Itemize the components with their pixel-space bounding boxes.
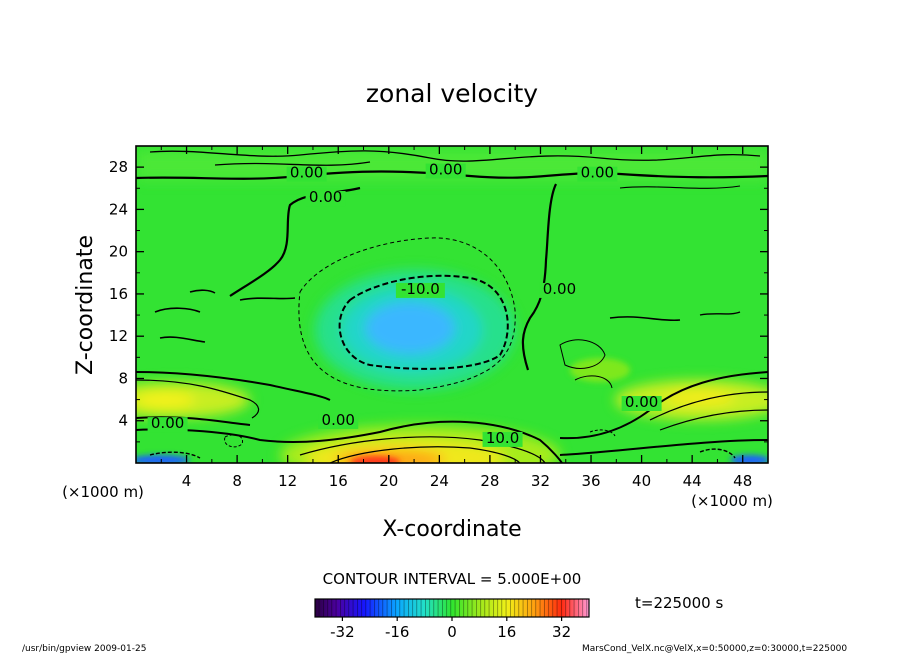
plot-frame — [135, 145, 769, 464]
contour-label: 0.00 — [625, 393, 658, 411]
contour-interval-label: CONTOUR INTERVAL = 5.000E+00 — [323, 570, 582, 588]
time-annotation: t=225000 s — [635, 594, 723, 612]
contour-label-bg — [395, 282, 445, 298]
y-tick-label: 12 — [109, 327, 128, 345]
contour-label-bg — [539, 282, 580, 298]
x-tick-label: 12 — [278, 472, 297, 490]
x-tick-label: 24 — [430, 472, 449, 490]
x-tick-label: 44 — [683, 472, 702, 490]
contour-label: 0.00 — [290, 164, 323, 182]
colorbar-ticks: -32 -16 0 16 32 — [330, 617, 571, 641]
contour-label: 0.00 — [309, 188, 342, 206]
contour-label-bg — [577, 166, 618, 182]
contour-label: 0.00 — [581, 164, 614, 182]
colorbar-tick-label: -16 — [385, 623, 410, 641]
colorbar-tick-label: -32 — [330, 623, 355, 641]
footer-left: /usr/bin/gpview 2009-01-25 — [22, 644, 146, 654]
x-tick-label: 16 — [329, 472, 348, 490]
colorbar-tick-label: 32 — [552, 623, 571, 641]
chart-title: zonal velocity — [366, 79, 538, 108]
contour-label-bg — [305, 191, 346, 207]
colorbar-tick-label: 0 — [447, 623, 457, 641]
contour-label-bg — [147, 417, 188, 433]
x-tick-label: 20 — [379, 472, 398, 490]
contour-label: -10.0 — [401, 280, 440, 298]
y-tick-label: 8 — [118, 369, 128, 387]
y-axis-label: Z-coordinate — [73, 235, 98, 375]
x-tick-label: 36 — [581, 472, 600, 490]
contour-label: 0.00 — [151, 414, 184, 432]
x-tick-label: 28 — [480, 472, 499, 490]
y-tick-label: 16 — [109, 285, 128, 303]
z-unit-label: (×1000 m) — [62, 483, 144, 501]
x-tick-label: 8 — [232, 472, 242, 490]
x-unit-label: (×1000 m) — [691, 492, 773, 510]
contour-label: 0.00 — [543, 280, 576, 298]
heatmap-field: 0.00 0.00 0.00 0.00 -10.0 0.00 0.00 0.00 10.0 0.0… — [136, 146, 768, 463]
contour-label: 0.00 — [429, 161, 462, 179]
y-tick-label: 24 — [109, 200, 128, 218]
contour-label-bg — [425, 163, 466, 179]
contour-label-bg — [286, 166, 327, 182]
contour-label: 10.0 — [486, 429, 519, 447]
y-tick-label: 20 — [109, 243, 128, 261]
y-tick-label: 4 — [118, 412, 128, 430]
contour-label-bg — [621, 395, 662, 411]
x-tick-label: 40 — [632, 472, 651, 490]
colorbar — [314, 598, 590, 618]
x-axis-label: X-coordinate — [382, 517, 521, 542]
colorbar-tick-label: 16 — [497, 623, 516, 641]
y-tick-label: 28 — [109, 158, 128, 176]
contour-label-bg — [482, 431, 523, 447]
footer-right: MarsCond_VelX.nc@VelX,x=0:50000,z=0:3000… — [582, 644, 847, 654]
x-tick-label: 4 — [182, 472, 192, 490]
contour-label: 0.00 — [322, 411, 355, 429]
x-tick-label: 48 — [733, 472, 752, 490]
contour-label-bg — [318, 413, 359, 429]
x-tick-label: 32 — [531, 472, 550, 490]
